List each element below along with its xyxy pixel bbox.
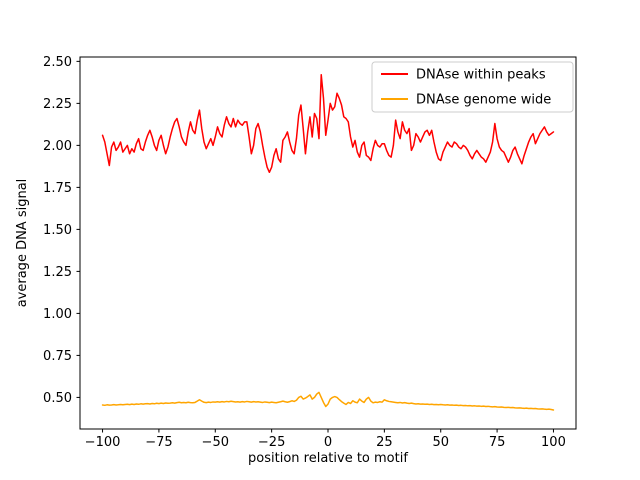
legend-entry-label: DNAse within peaks (416, 68, 546, 83)
y-tick-label: 2.50 (43, 55, 72, 70)
x-tick-label: 50 (432, 435, 449, 450)
ticks-layer: −100 −75 −50 −25 0 25 50 75 100 0.50 0.75 1.00 1.25 1… (43, 55, 566, 450)
y-tick-label: 0.75 (43, 349, 72, 364)
x-tick-label: −25 (258, 435, 285, 450)
y-tick-label: 1.25 (43, 265, 72, 280)
x-tick-label: −100 (85, 435, 121, 450)
legend-box (371, 61, 574, 113)
x-tick-label: 100 (541, 435, 566, 450)
y-tick-label: 1.50 (43, 223, 72, 238)
y-tick-label: 1.75 (43, 181, 72, 196)
y-tick-label: 2.25 (43, 97, 72, 112)
y-tick-label: 0.50 (43, 391, 72, 406)
legend-entry-label: DNAse genome wide (416, 93, 551, 108)
y-axis-label: average DNA signal (15, 179, 30, 308)
y-tick-label: 1.00 (43, 307, 72, 322)
x-axis-label: position relative to motif (248, 451, 408, 466)
x-tick-label: 25 (376, 435, 393, 450)
x-tick-label: −50 (202, 435, 229, 450)
axes-frame (79, 56, 577, 430)
series-line (101, 74, 555, 174)
y-tick-label: 2.00 (43, 139, 72, 154)
x-tick-label: −75 (145, 435, 172, 450)
series-layer (101, 74, 555, 411)
x-tick-label: 0 (324, 435, 332, 450)
legend: DNAse within peaks DNAse genome wide (371, 61, 574, 113)
x-tick-label: 75 (489, 435, 506, 450)
series-line (101, 391, 555, 411)
